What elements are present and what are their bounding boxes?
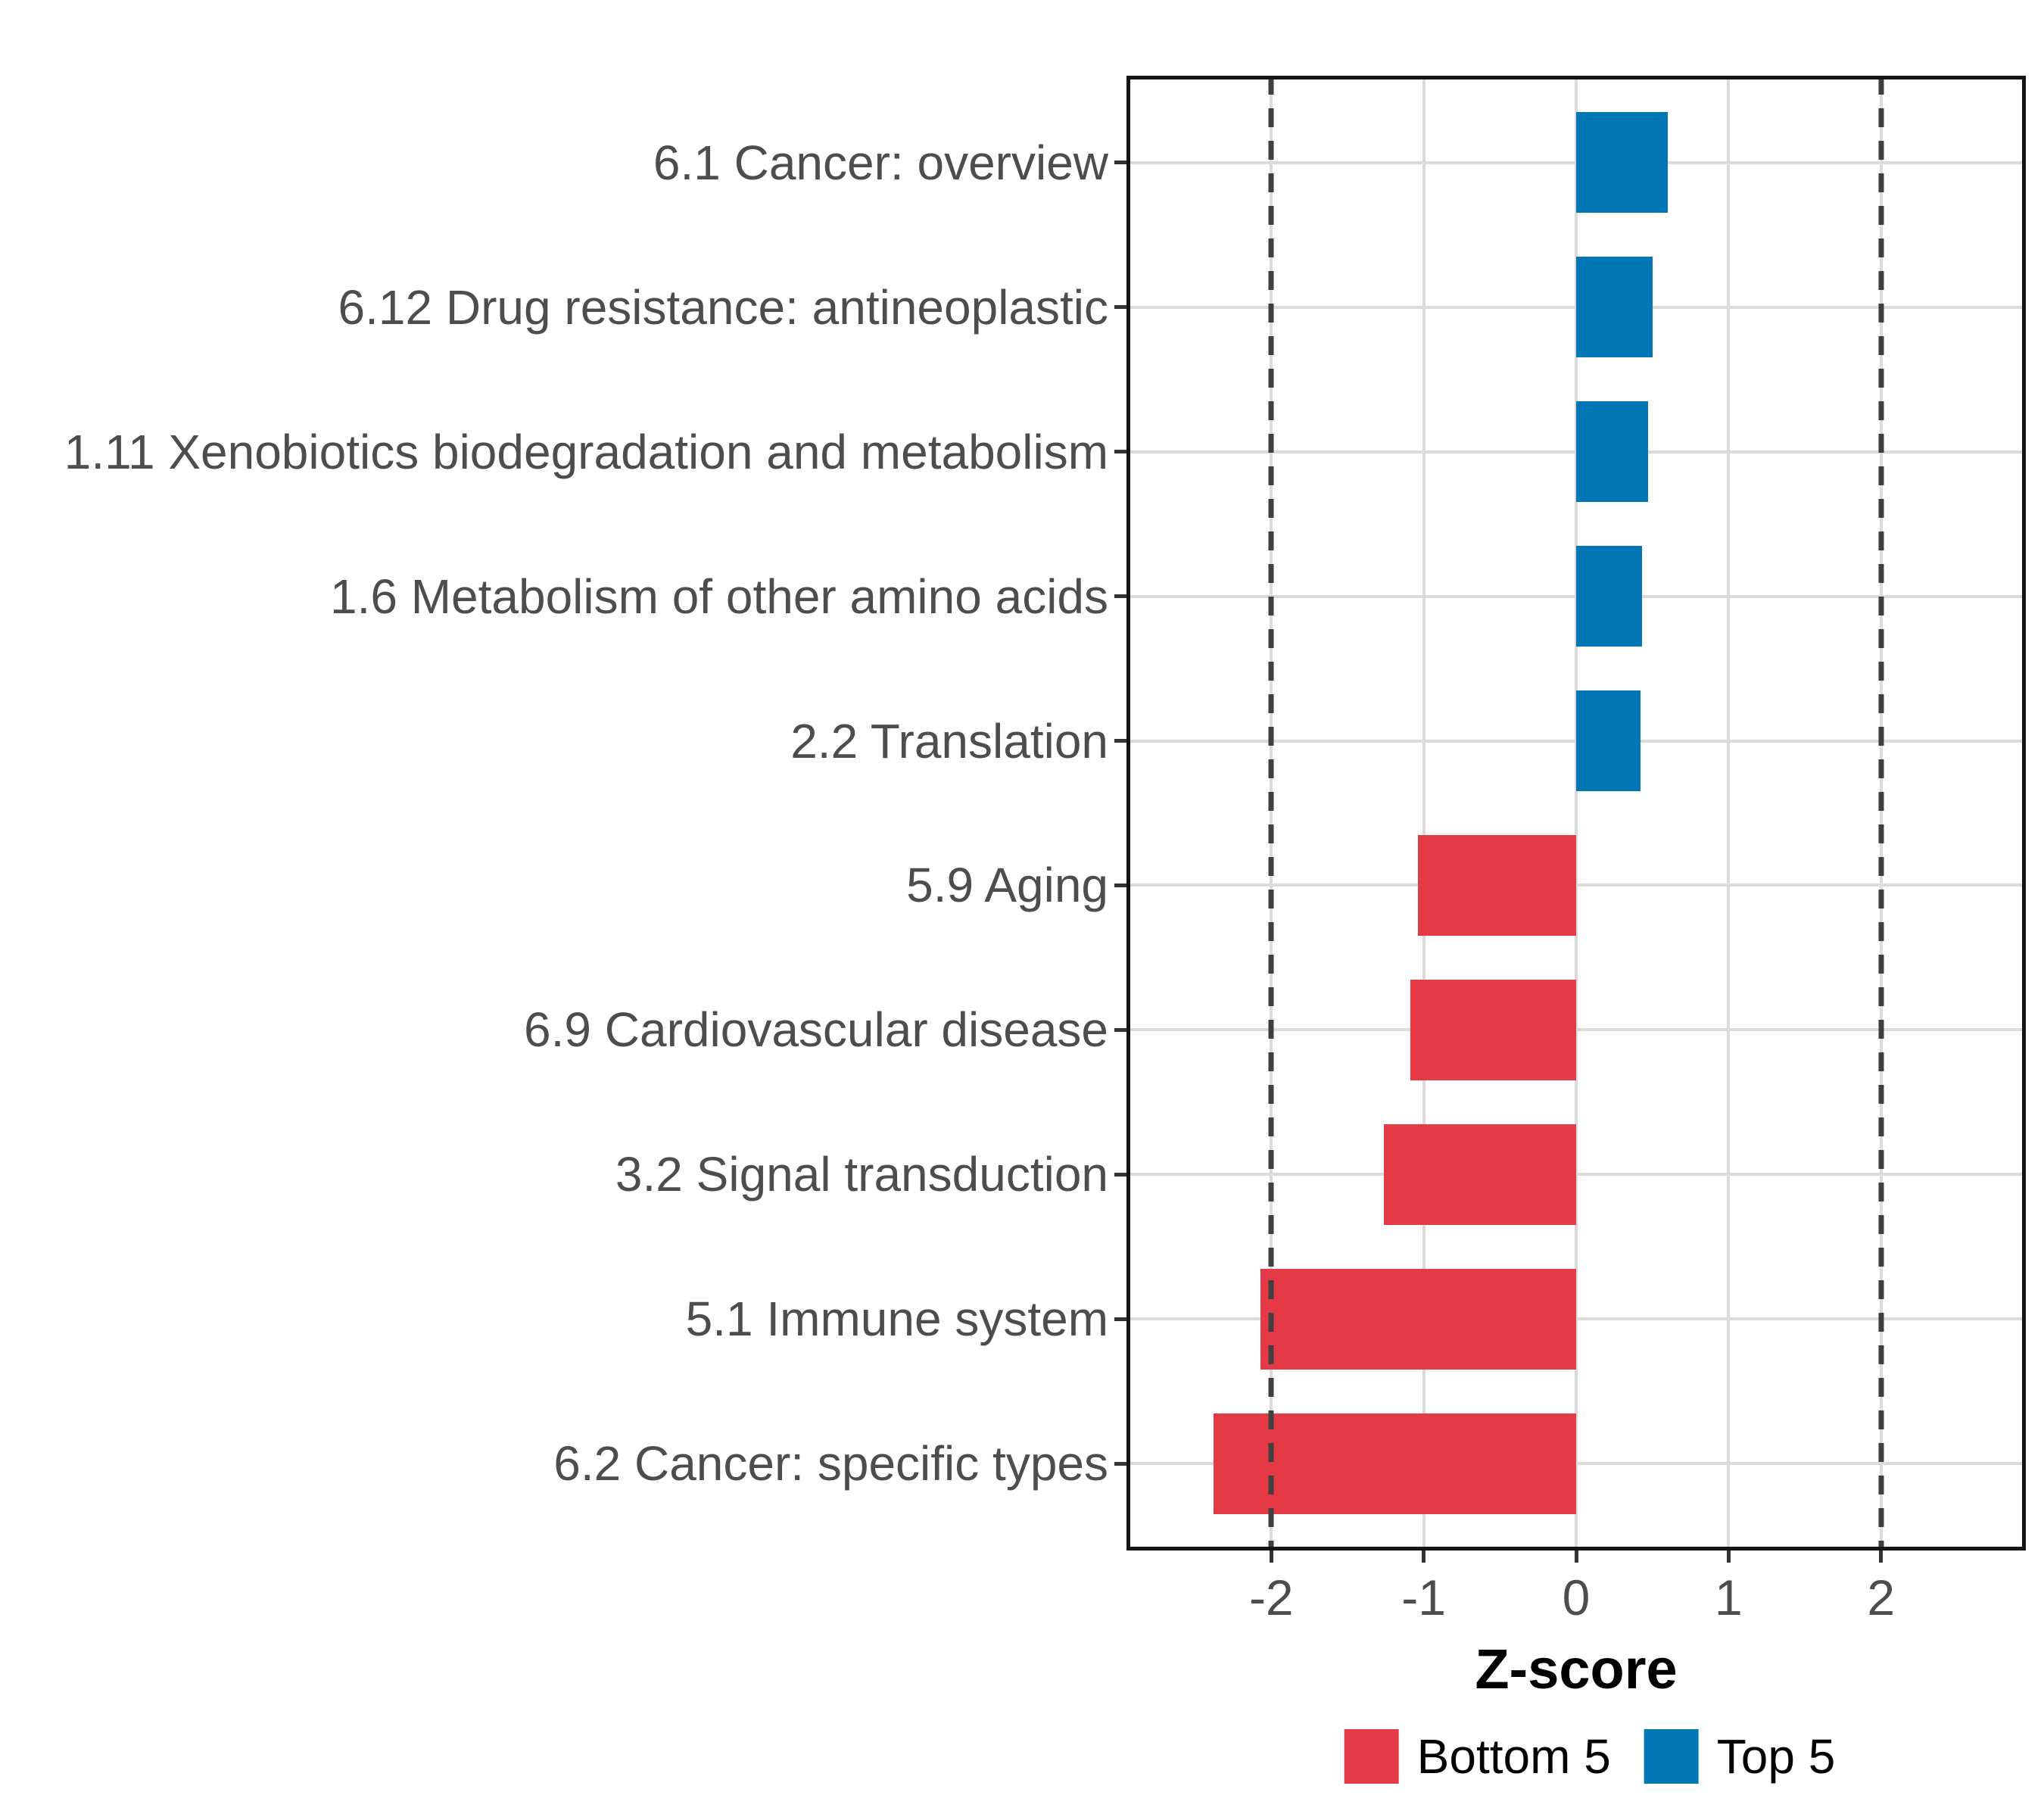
reference-line <box>1268 76 1274 1551</box>
y-axis-label: 6.12 Drug resistance: antineoplastic <box>338 279 1108 335</box>
x-gridline <box>1575 76 1578 1551</box>
y-axis-label: 5.9 Aging <box>906 858 1108 913</box>
y-axis-tick <box>1114 1317 1126 1321</box>
x-tick-label: 1 <box>1714 1569 1743 1625</box>
x-gridline <box>1422 76 1426 1551</box>
legend-label: Bottom 5 <box>1416 1729 1611 1784</box>
legend-label: Top 5 <box>1716 1729 1836 1784</box>
bar <box>1410 979 1576 1081</box>
bar <box>1576 690 1640 792</box>
y-axis-label: 6.2 Cancer: specific types <box>553 1436 1108 1491</box>
y-axis-tick <box>1114 305 1126 310</box>
bar <box>1417 834 1576 937</box>
x-tick-label: -1 <box>1401 1569 1446 1625</box>
legend-swatch <box>1644 1729 1699 1784</box>
x-tick-label: 2 <box>1867 1569 1896 1625</box>
y-axis-tick <box>1114 1172 1126 1177</box>
legend-swatch <box>1344 1729 1399 1784</box>
x-axis-title: Z-score <box>1475 1638 1678 1700</box>
y-axis-label: 2.2 Translation <box>790 713 1108 768</box>
bar <box>1213 1413 1576 1515</box>
y-axis-tick <box>1114 161 1126 165</box>
y-axis-tick <box>1114 739 1126 743</box>
legend: Bottom 5 Top 5 <box>1344 1728 1851 1784</box>
bar <box>1260 1268 1576 1370</box>
y-axis-label: 6.9 Cardiovascular disease <box>524 1002 1108 1058</box>
plot-panel <box>1126 76 2026 1551</box>
x-gridline <box>1727 76 1731 1551</box>
y-axis-label: 1.11 Xenobiotics biodegradation and meta… <box>64 424 1108 479</box>
bar <box>1576 545 1642 647</box>
y-axis-label: 1.6 Metabolism of other amino acids <box>329 569 1108 624</box>
reference-line <box>1878 76 1884 1551</box>
y-axis-label: 6.1 Cancer: overview <box>653 135 1108 190</box>
x-tick-label: 0 <box>1562 1569 1591 1625</box>
y-axis-tick <box>1114 1461 1126 1466</box>
x-tick-label: -2 <box>1248 1569 1294 1625</box>
bar <box>1384 1124 1576 1226</box>
bar <box>1576 256 1653 358</box>
bar <box>1576 111 1668 213</box>
y-axis-tick <box>1114 883 1126 887</box>
y-axis-label: 5.1 Immune system <box>685 1292 1108 1347</box>
x-axis-tick <box>1269 1551 1273 1563</box>
x-axis-tick <box>1726 1551 1731 1563</box>
y-axis-tick <box>1114 450 1126 454</box>
y-axis-tick <box>1114 594 1126 599</box>
x-axis-tick <box>1879 1551 1884 1563</box>
x-axis-tick <box>1574 1551 1578 1563</box>
bar <box>1576 400 1648 503</box>
y-axis-tick <box>1114 1027 1126 1032</box>
y-axis-label: 3.2 Signal transduction <box>615 1147 1108 1202</box>
x-axis-tick <box>1422 1551 1426 1563</box>
